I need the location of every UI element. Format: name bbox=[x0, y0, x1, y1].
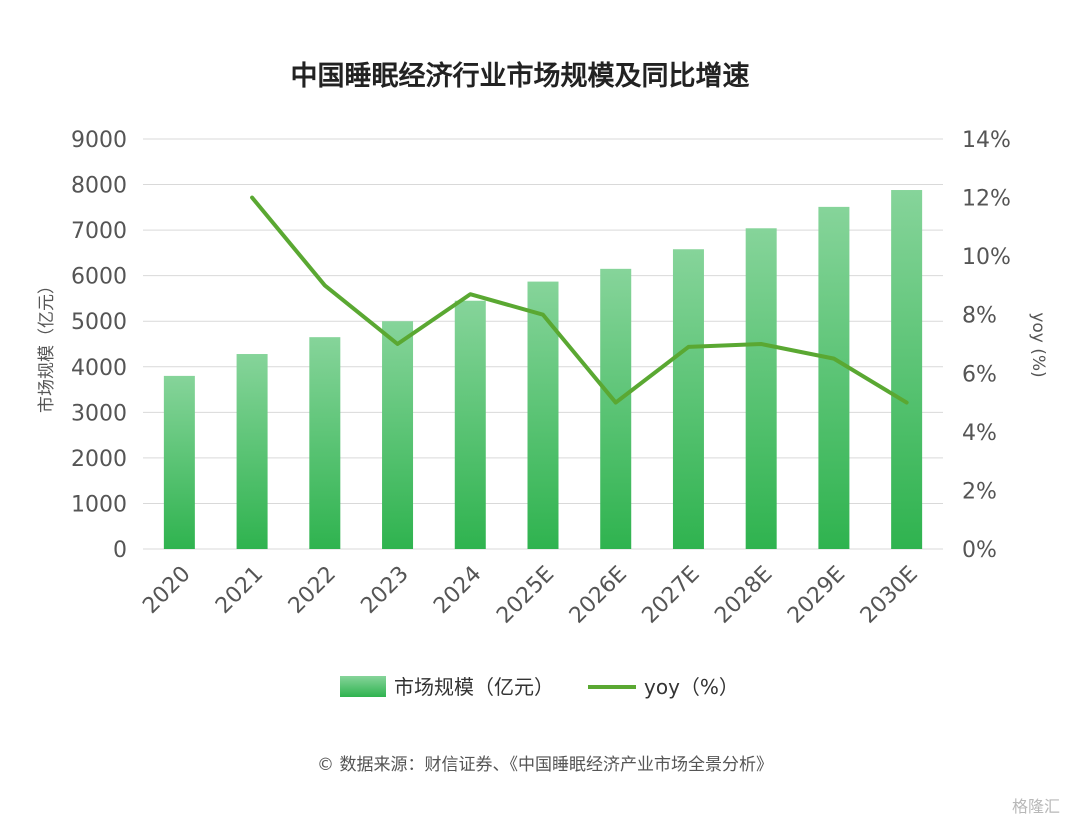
y-tick-label: 1000 bbox=[71, 492, 127, 517]
y-tick-label: 8000 bbox=[71, 174, 127, 199]
yoy-line-layer bbox=[250, 195, 909, 405]
y2-tick-label: 0% bbox=[962, 538, 997, 563]
y-tick-label: 7000 bbox=[71, 219, 127, 244]
yoy-line bbox=[250, 195, 909, 405]
x-tick-label: 2024 bbox=[429, 562, 486, 619]
chart-title: 中国睡眠经济行业市场规模及同比增速 bbox=[291, 60, 750, 92]
bar-2029E bbox=[818, 206, 850, 549]
y-tick-label: 0 bbox=[113, 538, 127, 563]
y2-tick-label: 6% bbox=[962, 362, 997, 387]
legend-swatch-bar bbox=[340, 676, 386, 697]
x-tick-label: 2022 bbox=[284, 562, 341, 619]
bar-2023 bbox=[382, 321, 414, 549]
y-tick-label: 9000 bbox=[71, 128, 127, 153]
bar-2024 bbox=[454, 300, 486, 549]
x-tick-label: 2030E bbox=[856, 562, 923, 629]
y2-tick-label: 8% bbox=[962, 304, 997, 329]
bar-2030E bbox=[891, 190, 923, 549]
bar-2021 bbox=[236, 354, 268, 549]
y2-axis-title: yoy (%) bbox=[1028, 312, 1048, 377]
bars bbox=[163, 190, 923, 550]
y2-tick-label: 4% bbox=[962, 421, 997, 446]
y-tick-label: 2000 bbox=[71, 447, 127, 472]
bar-2026E bbox=[600, 268, 632, 549]
x-tick-label: 2028E bbox=[710, 562, 777, 629]
bar-2022 bbox=[309, 337, 341, 549]
bar-2025E bbox=[527, 281, 559, 549]
source-note: © 数据来源：财信证券、《中国睡眠经济产业市场全景分析》 bbox=[317, 755, 773, 775]
y-axis-title: 市场规模（亿元） bbox=[37, 277, 57, 413]
y2-tick-label: 2% bbox=[962, 479, 997, 504]
y-tick-label: 5000 bbox=[71, 310, 127, 335]
legend-label-line: yoy（%） bbox=[644, 675, 739, 699]
y2-tick-label: 12% bbox=[962, 187, 1011, 212]
bar-2027E bbox=[672, 249, 704, 549]
x-tick-label: 2025E bbox=[492, 562, 559, 629]
y-tick-label: 6000 bbox=[71, 265, 127, 290]
x-tick-label: 2021 bbox=[211, 562, 268, 619]
x-tick-label: 2029E bbox=[783, 562, 850, 629]
y2-tick-label: 14% bbox=[962, 128, 1011, 153]
bar-2020 bbox=[163, 375, 195, 549]
y-axis-right: 0% 2% 4% 6% 8% 10% 12% 14% bbox=[962, 128, 1011, 563]
x-tick-label: 2023 bbox=[357, 562, 414, 619]
bar-2028E bbox=[745, 228, 777, 550]
x-axis: 2020 2021 2022 2023 2024 2025E 2026E 2027E 2028E… bbox=[138, 562, 923, 629]
watermark-logo: 格隆汇 bbox=[1012, 797, 1060, 816]
y2-tick-label: 10% bbox=[962, 245, 1011, 270]
legend-label-bar: 市场规模（亿元） bbox=[394, 675, 554, 699]
y-tick-label: 3000 bbox=[71, 401, 127, 426]
x-tick-label: 2020 bbox=[138, 562, 195, 619]
y-axis-left: 0 1000 2000 3000 4000 5000 6000 7000 8000 9000 bbox=[71, 128, 127, 563]
x-tick-label: 2027E bbox=[638, 562, 705, 629]
legend: 市场规模（亿元） yoy（%） bbox=[340, 675, 739, 699]
x-tick-label: 2026E bbox=[565, 562, 632, 629]
y-tick-label: 4000 bbox=[71, 356, 127, 381]
